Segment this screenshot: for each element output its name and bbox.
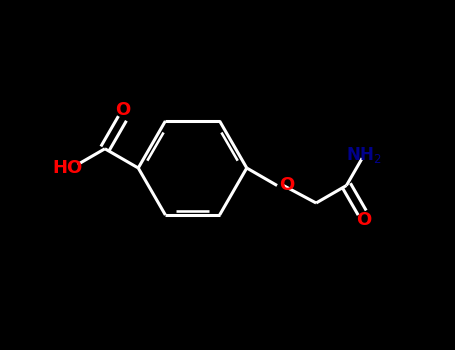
Text: NH$_2$: NH$_2$ xyxy=(346,145,382,165)
Text: O: O xyxy=(279,176,294,195)
Text: HO: HO xyxy=(53,159,83,177)
Text: O: O xyxy=(356,211,372,229)
Text: O: O xyxy=(115,101,130,119)
